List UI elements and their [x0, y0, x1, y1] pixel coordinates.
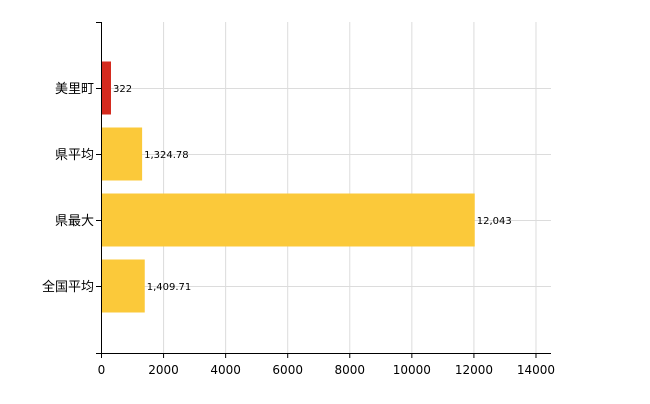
bar-2	[102, 193, 475, 247]
data-label-0: 322	[113, 84, 132, 95]
category-label-0: 美里町	[55, 82, 94, 97]
x-tick-label-2000: 2000	[148, 363, 179, 377]
x-tick-label-14000: 14000	[517, 363, 555, 377]
label-layer: 322 美里町 1,324.78 県平均 12,043 県最大 1,409.71 全国平均 0 2…	[42, 82, 555, 377]
bar-3	[102, 259, 145, 313]
x-tick-label-6000: 6000	[272, 363, 303, 377]
x-tick-label-4000: 4000	[210, 363, 241, 377]
data-label-3: 1,409.71	[147, 282, 192, 293]
data-label-1: 1,324.78	[144, 150, 189, 161]
category-label-1: 県平均	[55, 148, 94, 163]
bar-0	[102, 61, 111, 115]
axis-layer	[96, 22, 551, 358]
data-label-2: 12,043	[477, 216, 512, 227]
x-tick-label-0: 0	[98, 363, 106, 377]
category-label-2: 県最大	[55, 214, 94, 229]
bar-layer	[102, 61, 475, 313]
category-label-3: 全国平均	[42, 279, 94, 295]
x-tick-label-8000: 8000	[335, 363, 366, 377]
x-tick-label-10000: 10000	[393, 363, 431, 377]
x-tick-label-12000: 12000	[455, 363, 493, 377]
bar-1	[102, 127, 143, 181]
grid-layer	[101, 22, 551, 353]
